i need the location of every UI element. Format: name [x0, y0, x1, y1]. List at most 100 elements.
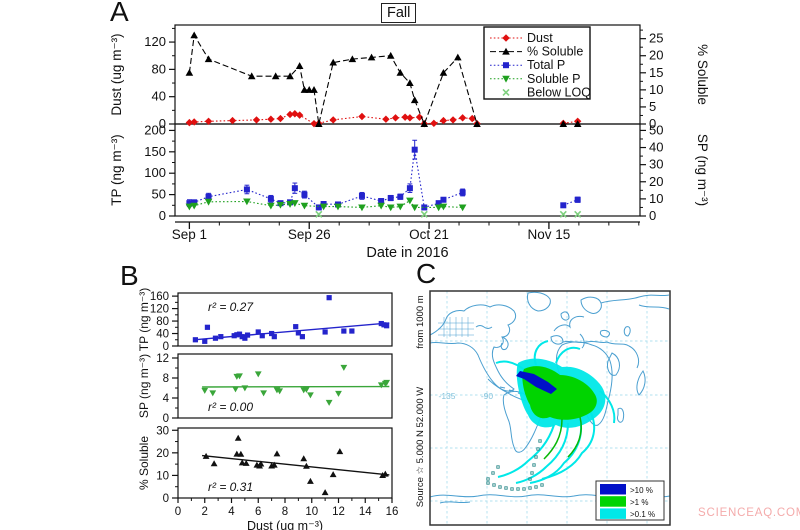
y-tick-label: 40 — [649, 140, 663, 155]
marker-diamond — [468, 114, 476, 123]
marker-square — [236, 331, 243, 337]
y-tick-label: 100 — [144, 165, 166, 180]
marker-square — [244, 332, 251, 338]
x-tick-label: 8 — [282, 506, 288, 518]
marker-square — [255, 329, 261, 335]
a-bottom-ylabel-left: TP (ng m⁻³) — [109, 134, 124, 205]
marker-square — [503, 62, 509, 69]
marker-triangle-down — [232, 386, 239, 393]
x-axis-title: Date in 2016 — [366, 245, 448, 261]
marker-triangle-down — [358, 204, 366, 212]
marker-triangle-up — [303, 462, 310, 469]
marker-triangle-up — [367, 53, 376, 61]
marker-square — [322, 329, 328, 335]
r2-label: r² = 0.27 — [208, 300, 254, 314]
y-tick-label: 200 — [144, 122, 166, 137]
panel-a-chart: 0408012005101520250501001502000102030405… — [109, 24, 710, 261]
map-content: -135 -90 >10 % >1 % >0.1 % — [429, 291, 671, 525]
y-tick-label: 0 — [649, 208, 656, 223]
marker-square — [269, 330, 275, 337]
marker-triangle-up — [247, 72, 256, 80]
marker-triangle-down — [276, 388, 284, 395]
series-below-loq — [315, 210, 582, 218]
y-tick-label: 20 — [649, 48, 663, 63]
map-legend-label: >0.1 % — [630, 510, 655, 519]
marker-triangle-up — [185, 68, 194, 76]
plume-green-filament — [543, 418, 563, 460]
marker-triangle-up — [439, 68, 448, 76]
marker-triangle-down — [377, 202, 385, 210]
map-plume — [495, 340, 616, 484]
marker-triangle-up — [315, 120, 323, 127]
a-x-axis: Sep 1 Sep 26 Oct 21 Nov 15 Date in 2016 — [172, 221, 640, 261]
marker-triangle-up — [329, 471, 337, 478]
marker-square — [192, 337, 198, 343]
marker-triangle-down — [300, 202, 309, 210]
marker-triangle-down — [307, 392, 314, 399]
marker-triangle-down — [243, 198, 251, 206]
y-tick-label: 0 — [649, 116, 656, 131]
y-tick-label: 0 — [159, 116, 166, 131]
marker-diamond — [382, 115, 390, 123]
marker-triangle-down — [340, 364, 348, 371]
marker-triangle-up — [273, 450, 281, 457]
b-tp-ylabel: TP (ng m⁻³) — [137, 288, 151, 351]
x-tick-label: 10 — [305, 506, 318, 518]
marker-triangle-up — [406, 79, 414, 87]
marker-triangle-up — [270, 461, 278, 468]
series-soluble-p — [185, 197, 467, 212]
marker-triangle-down — [209, 390, 217, 397]
x-tick-label: Sep 26 — [288, 227, 331, 242]
marker-triangle-up — [202, 452, 210, 459]
y-tick-label: 12 — [156, 353, 169, 365]
plume-cyan-filament — [515, 422, 569, 484]
marker-diamond — [190, 118, 198, 126]
marker-triangle-down — [325, 399, 333, 406]
marker-diamond — [267, 115, 275, 123]
marker-square — [212, 335, 219, 341]
marker-triangle-down — [396, 203, 405, 211]
marker-square — [406, 185, 413, 192]
marker-diamond — [391, 114, 400, 122]
x-tick-label: 0 — [175, 506, 181, 518]
marker-triangle-up — [559, 120, 568, 127]
y-tick-label: 15 — [649, 65, 663, 80]
map-legend-label: >1 % — [630, 498, 648, 507]
marker-triangle-down — [458, 204, 467, 212]
marker-square — [435, 200, 442, 207]
legend-label: Total P — [527, 58, 565, 72]
marker-diamond — [502, 34, 510, 42]
map-legend-label: >10 % — [630, 486, 653, 495]
x-tick-label: Sep 1 — [172, 227, 207, 242]
a-bottom-ylabel-right: SP (ng m⁻³) — [695, 134, 710, 206]
y-tick-label: 40 — [156, 329, 169, 341]
fit-line — [202, 385, 390, 388]
marker-triangle-up — [573, 120, 582, 127]
marker-diamond — [458, 114, 467, 122]
series-dust — [185, 110, 582, 128]
marker-square — [387, 195, 394, 202]
marker-x — [502, 88, 510, 96]
plume-blue-core — [516, 371, 557, 394]
marker-diamond — [252, 116, 261, 124]
y-tick-label: 30 — [649, 157, 663, 172]
marker-triangle-up — [348, 55, 357, 63]
y-tick-label: 50 — [649, 122, 663, 137]
x-tick-label: 16 — [386, 506, 399, 518]
series--soluble — [185, 31, 582, 127]
marker-triangle-up — [307, 477, 314, 484]
marker-square — [239, 334, 245, 340]
marker-triangle-up — [295, 62, 304, 69]
marker-triangle-down — [303, 386, 310, 393]
marker-triangle-up — [310, 86, 318, 93]
panel-b-b-sp: 0 4 8 12 SP (ng m⁻³) r² = 0.00 — [137, 353, 393, 425]
map-source-label: Source ☆ 5.000 N 52.000 W — [415, 387, 426, 508]
y-tick-label: 8 — [163, 373, 169, 385]
marker-square — [243, 186, 250, 193]
marker-square — [358, 192, 365, 199]
marker-triangle-down — [236, 373, 243, 380]
y-tick-label: 80 — [152, 61, 166, 76]
panel-b-b-sol: 0 10 20 30 % Soluble r² = 0.31 0 2 4 6 8 10 12 14 16 Du… — [137, 425, 398, 530]
marker-square — [186, 200, 193, 207]
x-tick-label: Nov 15 — [528, 227, 571, 242]
